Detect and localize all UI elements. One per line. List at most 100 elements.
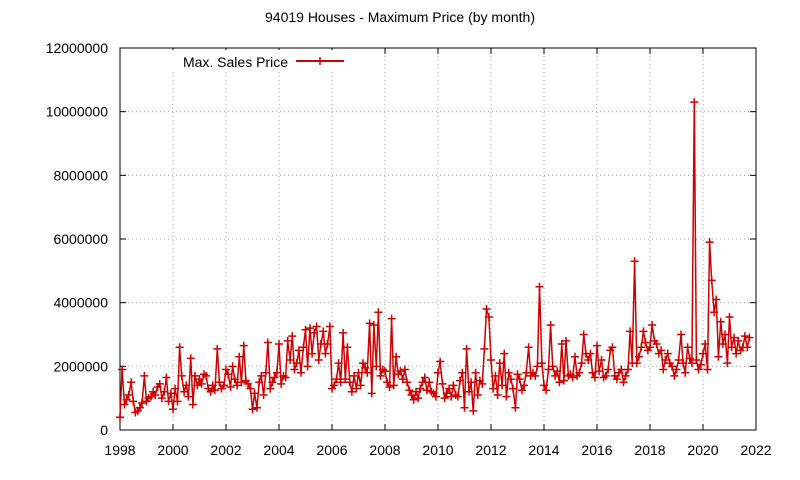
data-point [116, 413, 124, 422]
data-point [405, 386, 414, 395]
data-point [286, 355, 295, 364]
x-tick-label: 2014 [528, 442, 559, 458]
data-point [409, 395, 418, 404]
data-point [208, 381, 217, 390]
x-tick-label: 2018 [634, 442, 665, 458]
data-point [310, 328, 319, 337]
chart-title: 94019 Houses - Maximum Price (by month) [265, 9, 535, 25]
data-point [195, 375, 204, 384]
data-point [296, 368, 305, 377]
data-point [696, 360, 705, 369]
data-point [612, 375, 621, 384]
data-point [480, 344, 489, 353]
data-point [743, 343, 752, 352]
data-point [524, 343, 533, 352]
data-point [341, 375, 350, 384]
data-point [455, 376, 464, 385]
data-point [720, 330, 729, 339]
data-point [266, 384, 275, 393]
data-point [336, 378, 345, 387]
data-point [537, 359, 546, 368]
series-line [119, 101, 751, 418]
data-point [504, 368, 513, 377]
data-point [732, 349, 741, 358]
data-point [639, 327, 648, 336]
data-point [659, 365, 668, 374]
data-point [175, 343, 184, 352]
data-point [224, 370, 233, 379]
data-point [687, 359, 696, 368]
data-point [277, 379, 286, 388]
data-point [164, 397, 173, 406]
data-point [294, 346, 303, 355]
data-point [674, 355, 683, 364]
data-point [641, 338, 650, 347]
data-point [303, 362, 312, 371]
data-point [520, 381, 529, 390]
data-point [471, 368, 480, 377]
data-point [705, 238, 714, 247]
data-point [250, 389, 259, 398]
data-point [197, 379, 206, 388]
data-point [714, 352, 723, 361]
data-point [272, 368, 281, 377]
data-point [685, 354, 694, 363]
data-point [707, 276, 716, 285]
data-point [489, 384, 498, 393]
data-point [491, 371, 500, 380]
data-point [308, 349, 317, 358]
x-tick-label: 2002 [210, 442, 241, 458]
data-point [725, 312, 734, 321]
data-point [206, 387, 215, 396]
data-point [445, 384, 454, 393]
data-point [462, 344, 471, 353]
data-point [361, 363, 370, 372]
data-point [226, 383, 235, 392]
data-point [515, 375, 524, 384]
x-tick-label: 2012 [475, 442, 506, 458]
data-point [683, 343, 692, 352]
data-point [210, 386, 219, 395]
data-point [321, 349, 330, 358]
data-point [398, 375, 407, 384]
data-point [577, 359, 586, 368]
data-point [414, 394, 423, 403]
data-point [376, 371, 385, 380]
legend-background [164, 50, 354, 72]
data-point [557, 340, 566, 349]
x-tick-label: 2008 [369, 442, 400, 458]
data-point [354, 368, 363, 377]
data-point [604, 365, 613, 374]
data-point [259, 390, 268, 399]
y-tick-label: 0 [100, 422, 108, 438]
data-point [740, 332, 749, 341]
data-point [314, 355, 323, 364]
data-point [347, 387, 356, 396]
data-point [222, 365, 230, 374]
data-point [147, 392, 156, 401]
data-point [215, 378, 224, 387]
data-point [553, 367, 562, 376]
data-point [246, 384, 255, 393]
data-point [434, 368, 442, 377]
data-point [672, 365, 681, 374]
data-point [180, 387, 189, 396]
data-point [533, 362, 542, 371]
data-point [389, 381, 398, 390]
data-point [374, 308, 383, 317]
data-point [440, 394, 449, 403]
data-point [237, 378, 246, 387]
y-tick-label: 2000000 [53, 358, 108, 374]
data-point [513, 370, 522, 379]
x-tick-label: 2016 [581, 442, 612, 458]
data-point [290, 365, 299, 374]
data-point [584, 355, 593, 364]
x-tick-label: 2020 [687, 442, 718, 458]
data-point [155, 379, 164, 388]
y-tick-label: 8000000 [53, 167, 108, 183]
data-point [482, 305, 491, 314]
data-point [449, 381, 458, 390]
data-point [546, 320, 555, 329]
data-point [129, 397, 138, 406]
data-point [478, 379, 487, 388]
